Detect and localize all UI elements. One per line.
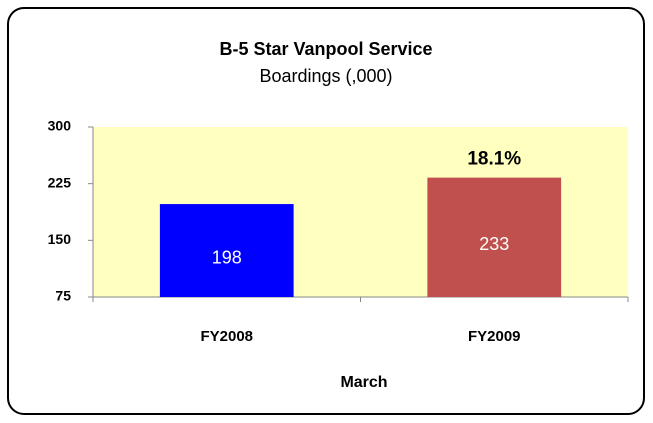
y-tick-label: 225 bbox=[48, 174, 72, 190]
x-axis-label: March bbox=[340, 374, 387, 391]
chart-subtitle: Boardings (,000) bbox=[259, 66, 392, 86]
chart-title: B-5 Star Vanpool Service bbox=[219, 39, 432, 59]
x-tick-label: FY2009 bbox=[468, 328, 521, 345]
x-tick-label: FY2008 bbox=[200, 328, 253, 345]
bar bbox=[159, 204, 294, 297]
data-label: 198 bbox=[212, 247, 242, 267]
y-tick-label: 300 bbox=[48, 118, 72, 134]
data-label: 233 bbox=[479, 234, 509, 254]
annotation: 18.1% bbox=[467, 149, 521, 170]
bar bbox=[427, 177, 562, 297]
y-tick-label: 150 bbox=[48, 231, 72, 247]
y-tick-label: 75 bbox=[55, 288, 71, 304]
